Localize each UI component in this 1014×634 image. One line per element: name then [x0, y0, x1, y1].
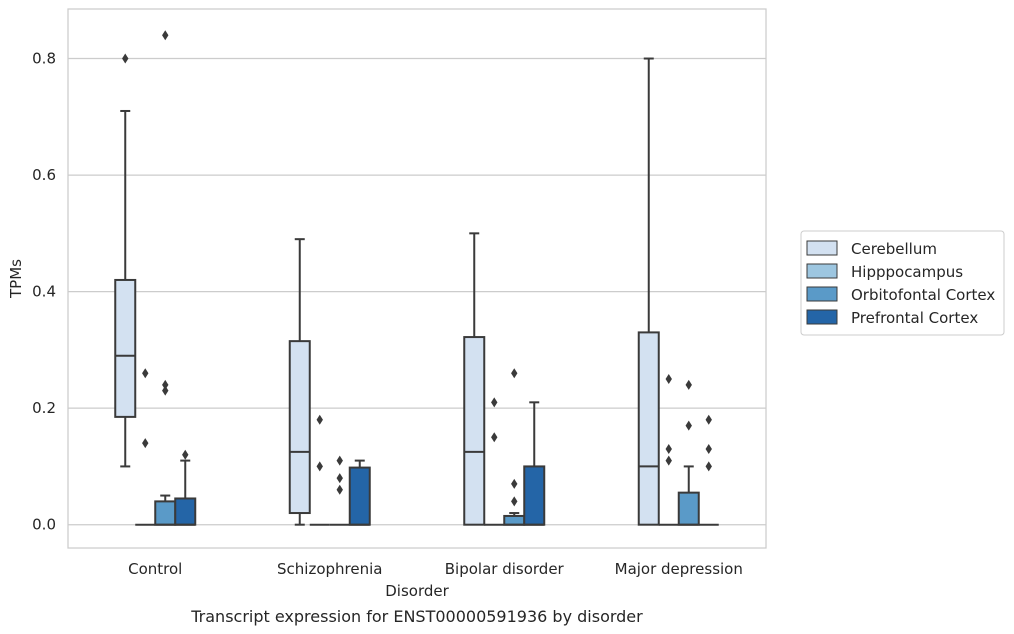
outlier-point	[336, 455, 343, 466]
y-axis-label: TPMs	[7, 259, 25, 299]
box-group	[288, 238, 311, 526]
plot-area-frame	[67, 8, 767, 549]
y-tick-label: 0.0	[32, 516, 56, 534]
box	[637, 331, 660, 526]
legend-label: Hipppocampus	[851, 263, 963, 281]
outlier-point	[665, 455, 672, 466]
outlier-point	[162, 30, 169, 41]
outlier-point	[162, 385, 169, 396]
outlier-point	[511, 368, 518, 379]
legend-swatch	[806, 286, 838, 302]
box	[348, 466, 371, 526]
box-group	[348, 459, 371, 526]
outlier-point	[491, 432, 498, 443]
box-group	[677, 379, 700, 526]
y-axis-ticks: 0.0 0.2 0.4 0.6 0.8	[32, 50, 56, 534]
x-tick-label: Schizophrenia	[277, 560, 382, 578]
box-group	[114, 53, 137, 468]
box	[463, 336, 486, 526]
x-axis-label: Disorder	[385, 582, 449, 600]
box-group	[174, 449, 197, 526]
legend-label: Prefrontal Cortex	[851, 309, 978, 327]
x-tick-label: Bipolar disorder	[445, 560, 565, 578]
outlier-point	[162, 379, 169, 390]
outlier-point	[511, 478, 518, 489]
box	[174, 497, 197, 526]
y-tick-label: 0.2	[32, 399, 56, 417]
outlier-point	[336, 484, 343, 495]
box	[288, 340, 311, 515]
box-group	[135, 368, 156, 526]
y-tick-label: 0.6	[32, 166, 56, 184]
grid-lines	[68, 57, 766, 526]
plot-marks	[114, 30, 719, 526]
outlier-point	[122, 53, 129, 64]
outlier-point	[705, 414, 712, 425]
box-group	[154, 30, 177, 526]
box	[114, 278, 137, 418]
box-group	[463, 232, 486, 526]
outlier-point	[316, 461, 323, 472]
box-group	[309, 414, 330, 526]
outlier-point	[665, 443, 672, 454]
box-group	[484, 397, 505, 526]
box-group	[523, 401, 546, 526]
chart-caption: Transcript expression for ENST0000059193…	[190, 607, 643, 626]
y-tick-label: 0.4	[32, 283, 56, 301]
legend-swatch	[806, 309, 838, 325]
outlier-point	[491, 397, 498, 408]
legend-label: Orbitofontal Cortex	[851, 286, 995, 304]
x-tick-label: Major depression	[615, 560, 743, 578]
legend-frame	[800, 230, 1005, 336]
x-tick-label: Control	[128, 560, 182, 578]
outlier-point	[511, 496, 518, 507]
outlier-point	[142, 438, 149, 449]
box-group	[637, 57, 660, 526]
outlier-point	[705, 443, 712, 454]
box	[523, 465, 546, 526]
box	[154, 500, 177, 526]
outlier-point	[665, 374, 672, 385]
outlier-point	[336, 473, 343, 484]
y-tick-label: 0.8	[32, 50, 56, 68]
legend-swatch	[806, 263, 838, 279]
outlier-point	[142, 368, 149, 379]
legend-swatch	[806, 240, 838, 256]
box-group	[698, 414, 719, 526]
box	[677, 491, 700, 526]
outlier-point	[182, 449, 189, 460]
outlier-point	[316, 414, 323, 425]
box	[503, 514, 526, 526]
box-group	[503, 368, 526, 526]
x-axis-ticks: Control Schizophrenia Bipolar disorder Majo…	[128, 560, 743, 578]
outlier-point	[685, 420, 692, 431]
legend-label: Cerebellum	[851, 240, 937, 258]
outlier-point	[705, 461, 712, 472]
box-group	[329, 455, 350, 526]
legend: Cerebellum Hipppocampus Orbitofontal Corte…	[800, 230, 1005, 336]
box-group	[658, 374, 679, 526]
outlier-point	[685, 379, 692, 390]
